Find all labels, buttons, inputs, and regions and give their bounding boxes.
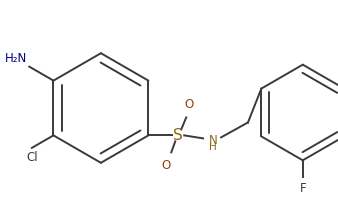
- Text: H: H: [209, 142, 217, 152]
- Text: H₂N: H₂N: [5, 52, 27, 65]
- Text: Cl: Cl: [26, 151, 38, 164]
- Text: N: N: [209, 134, 217, 147]
- Text: O: O: [162, 159, 171, 172]
- Text: S: S: [173, 128, 183, 143]
- Text: F: F: [299, 182, 306, 195]
- Text: O: O: [185, 98, 194, 111]
